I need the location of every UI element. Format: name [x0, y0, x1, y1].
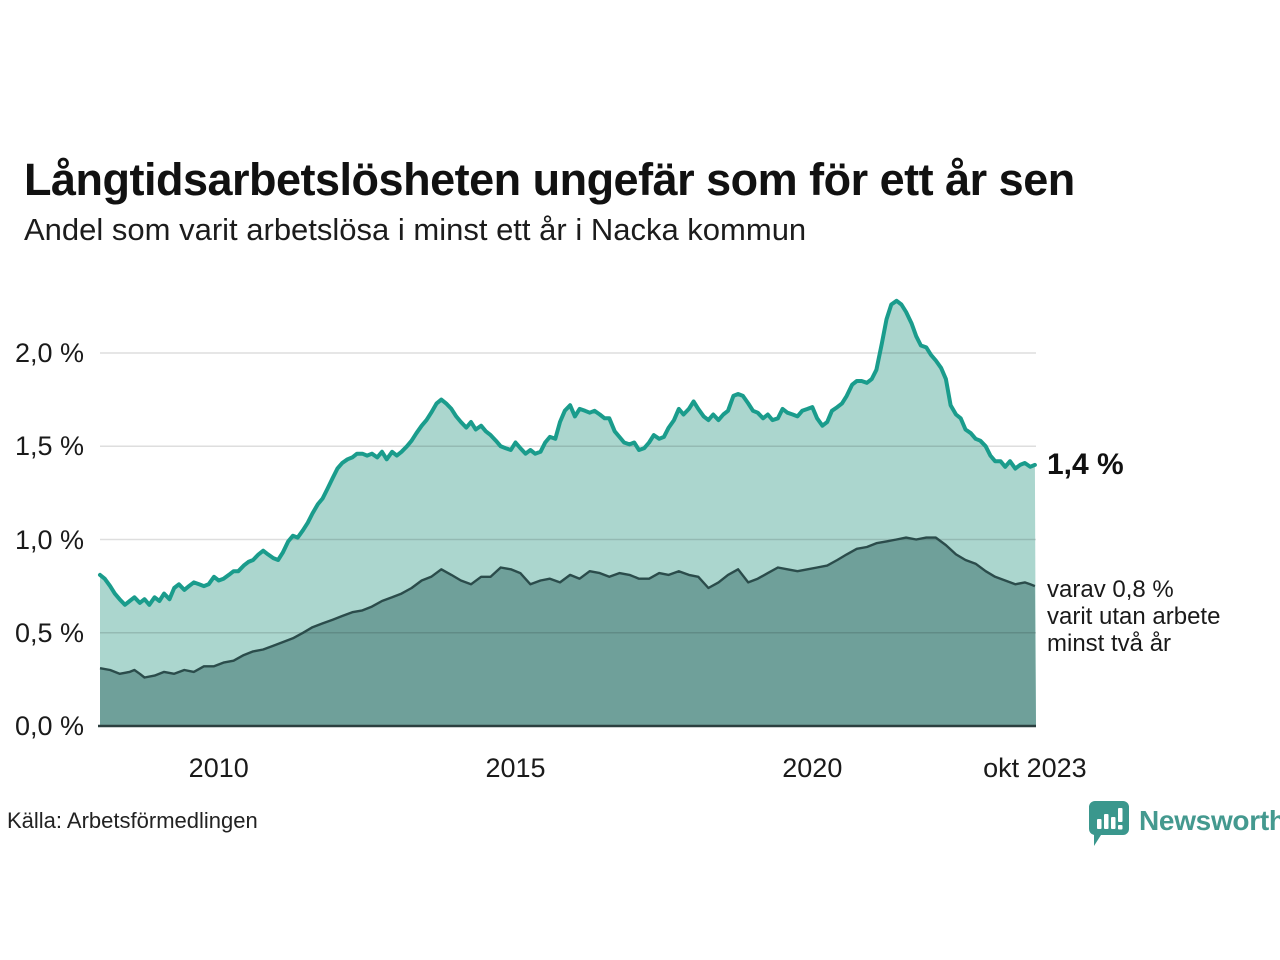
y-tick-label: 2,0 %	[14, 338, 84, 368]
source-attribution: Källa: Arbetsförmedlingen	[7, 808, 258, 833]
two-year-line	[99, 536, 1036, 679]
x-tick-label: okt 2023	[983, 753, 1087, 783]
y-tick-label: 1,0 %	[14, 524, 84, 555]
total-line	[98, 298, 1037, 607]
newsworthy-wordmark: Newsworthy	[1139, 805, 1280, 836]
speech-bubble-bar-chart-icon	[1088, 801, 1129, 846]
latest-value-label: 1,4 %	[1047, 448, 1124, 481]
two-year-area-fill	[100, 537, 1036, 726]
two-year-note-line: minst två år	[1047, 630, 1172, 657]
two-year-note: varav 0,8 % varit utan arbete minst två …	[1047, 576, 1220, 657]
y-tick-label: 1,5 %	[14, 431, 84, 462]
x-tick-label: 2020	[782, 753, 843, 783]
page-title: Långtidsarbetslösheten ungefär som för e…	[24, 154, 1075, 206]
y-tick-label: 0,0 %	[14, 711, 84, 741]
x-tick-label: 2010	[188, 753, 249, 783]
chart-subtitle: Andel som varit arbetslösa i minst ett å…	[24, 212, 807, 247]
two-year-note-line: varit utan arbete	[1047, 603, 1221, 630]
two-year-note-line: varav 0,8 %	[1047, 576, 1174, 603]
newsworthy-brand: Newsworthy	[1088, 800, 1280, 848]
y-tick-label: 0,5 %	[14, 617, 84, 648]
x-tick-label: 2015	[485, 753, 546, 783]
